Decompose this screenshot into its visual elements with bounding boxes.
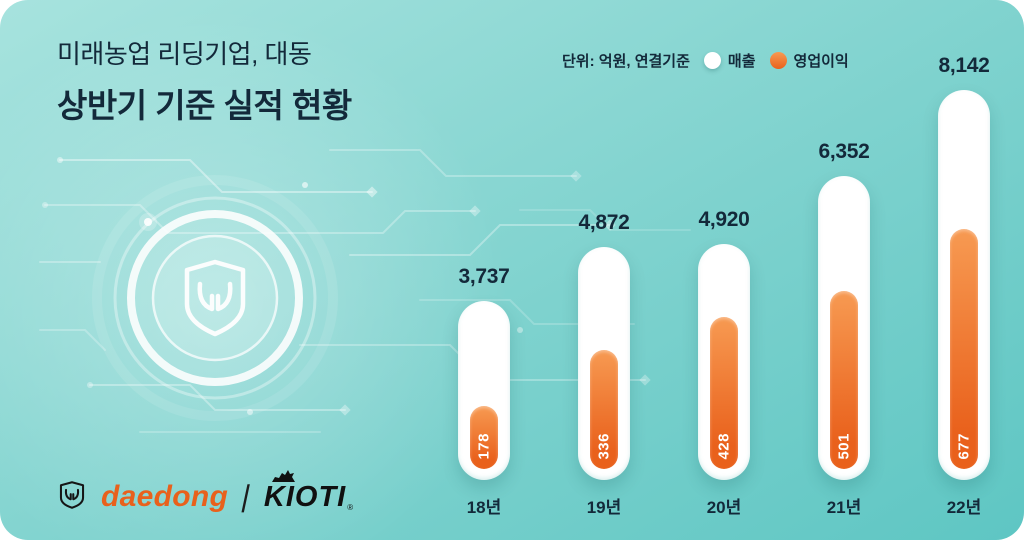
legend-item-profit: 영업이익 [769, 50, 849, 71]
revenue-bar: 336 [578, 247, 630, 480]
legend-item-revenue: 매출 [703, 50, 756, 71]
daedong-bull-icon [59, 481, 85, 509]
revenue-value: 8,142 [938, 54, 990, 77]
profit-value: 501 [835, 433, 853, 460]
year-label: 20년 [706, 498, 742, 517]
profit-dot-icon [769, 52, 787, 69]
kioti-wordmark: KIOTI [263, 481, 347, 513]
revenue-value: 4,920 [698, 208, 750, 231]
revenue-value: 6,352 [818, 140, 870, 163]
revenue-bar: 677 [938, 90, 990, 480]
profit-legend-label: 영업이익 [793, 53, 849, 70]
profit-bar: 178 [470, 406, 498, 469]
revenue-value: 4,872 [578, 211, 630, 234]
profit-bar: 677 [950, 229, 978, 469]
revenue-bar: 501 [818, 176, 870, 480]
unit-label: 단위: 억원, 연결기준 [562, 53, 690, 70]
kioti-registered-mark: ® [347, 503, 354, 512]
profit-value: 677 [955, 433, 973, 460]
bar-group: 3,737 178 18년 [458, 265, 510, 518]
title-line-1: 미래농업 리딩기업, 대동 [57, 39, 312, 69]
year-label: 21년 [826, 498, 862, 517]
title-line-2: 상반기 기준 실적 현황 [57, 87, 352, 124]
profit-value: 336 [595, 433, 613, 460]
revenue-legend-label: 매출 [727, 53, 756, 70]
year-label: 22년 [946, 498, 982, 517]
kioti-logo: KIOTI ® [263, 470, 354, 513]
bar-group: 4,872 336 19년 [578, 211, 630, 518]
header: 미래농업 리딩기업, 대동 상반기 기준 실적 현황 [57, 34, 352, 127]
kioti-wolf-icon [271, 470, 295, 482]
bar-group: 8,142 677 22년 [938, 54, 990, 518]
logo-separator: | [238, 480, 254, 513]
daedong-emblem [92, 175, 338, 421]
profit-bar: 428 [710, 317, 738, 469]
revenue-value: 3,737 [458, 265, 510, 288]
profit-value: 178 [475, 433, 493, 460]
chart-legend: 단위: 억원, 연결기준 매출 영업이익 [562, 50, 849, 71]
bar-group: 6,352 501 21년 [818, 140, 870, 518]
revenue-bar: 428 [698, 244, 750, 480]
bar-group: 4,920 428 20년 [698, 208, 750, 518]
bars-row: 3,737 178 18년 4,872 336 19년 4,920 428 20년 6,352 50… [458, 54, 990, 518]
daedong-wordmark: daedong [101, 480, 229, 513]
bar-chart: 3,737 178 18년 4,872 336 19년 4,920 428 20년 6,352 50… [458, 54, 990, 518]
revenue-dot-icon [703, 52, 721, 69]
year-label: 18년 [466, 498, 502, 517]
revenue-bar: 178 [458, 301, 510, 480]
footer-logos: daedong | KIOTI ® [55, 470, 354, 513]
profit-value: 428 [715, 433, 733, 460]
year-label: 19년 [586, 498, 622, 517]
profit-bar: 501 [830, 291, 858, 469]
bull-logo-icon [184, 259, 246, 337]
profit-bar: 336 [590, 350, 618, 469]
